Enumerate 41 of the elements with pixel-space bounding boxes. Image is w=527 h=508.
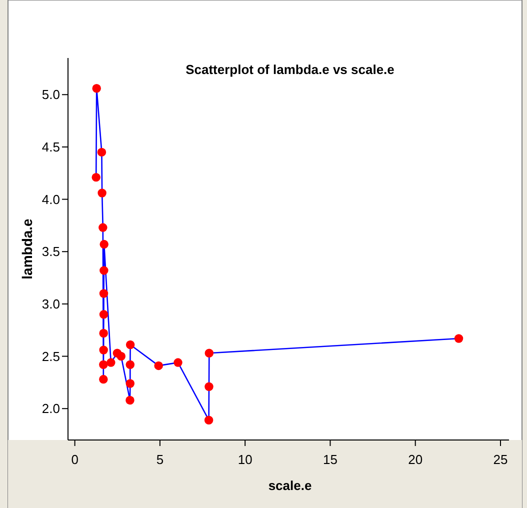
point: [116, 352, 126, 361]
x-tick-label: 0: [71, 452, 78, 467]
point: [106, 358, 116, 367]
y-axis-title: lambda.e: [19, 218, 35, 280]
point: [98, 223, 108, 232]
x-tick-label: 20: [408, 452, 423, 467]
point: [100, 266, 108, 275]
point: [99, 328, 108, 338]
point: [126, 379, 135, 388]
y-tick-label: 4.5: [42, 139, 60, 154]
point: [99, 360, 108, 370]
x-tick-label: 15: [322, 452, 338, 467]
point: [126, 340, 135, 350]
point: [99, 346, 108, 354]
point: [204, 382, 214, 391]
point: [126, 360, 135, 370]
y-tick-label: 3.0: [42, 296, 60, 312]
point: [154, 361, 163, 370]
y-tick-label: 2.5: [42, 348, 60, 364]
point: [98, 188, 106, 198]
point: [126, 396, 134, 405]
point: [174, 358, 182, 367]
y-tick-label: 5.0: [42, 87, 60, 102]
chart-title: Scatterplot of lambda.e vs scale.e: [186, 62, 394, 77]
x-tick-label: 25: [493, 452, 508, 467]
x-tick-label: 10: [238, 452, 252, 467]
x-tick-label: 5: [156, 452, 164, 467]
point: [100, 240, 108, 249]
x-axis-title: scale.e: [268, 478, 312, 493]
y-tick-label: 2.0: [42, 401, 60, 416]
point: [204, 416, 214, 424]
point: [99, 289, 108, 298]
y-tick-label: 4.0: [42, 192, 60, 207]
y-tick-label: 3.5: [42, 244, 60, 260]
point: [454, 334, 464, 343]
point: [99, 374, 108, 384]
point: [92, 84, 101, 93]
point: [204, 348, 214, 358]
point: [97, 148, 106, 157]
point: [92, 172, 100, 182]
point: [99, 310, 108, 319]
